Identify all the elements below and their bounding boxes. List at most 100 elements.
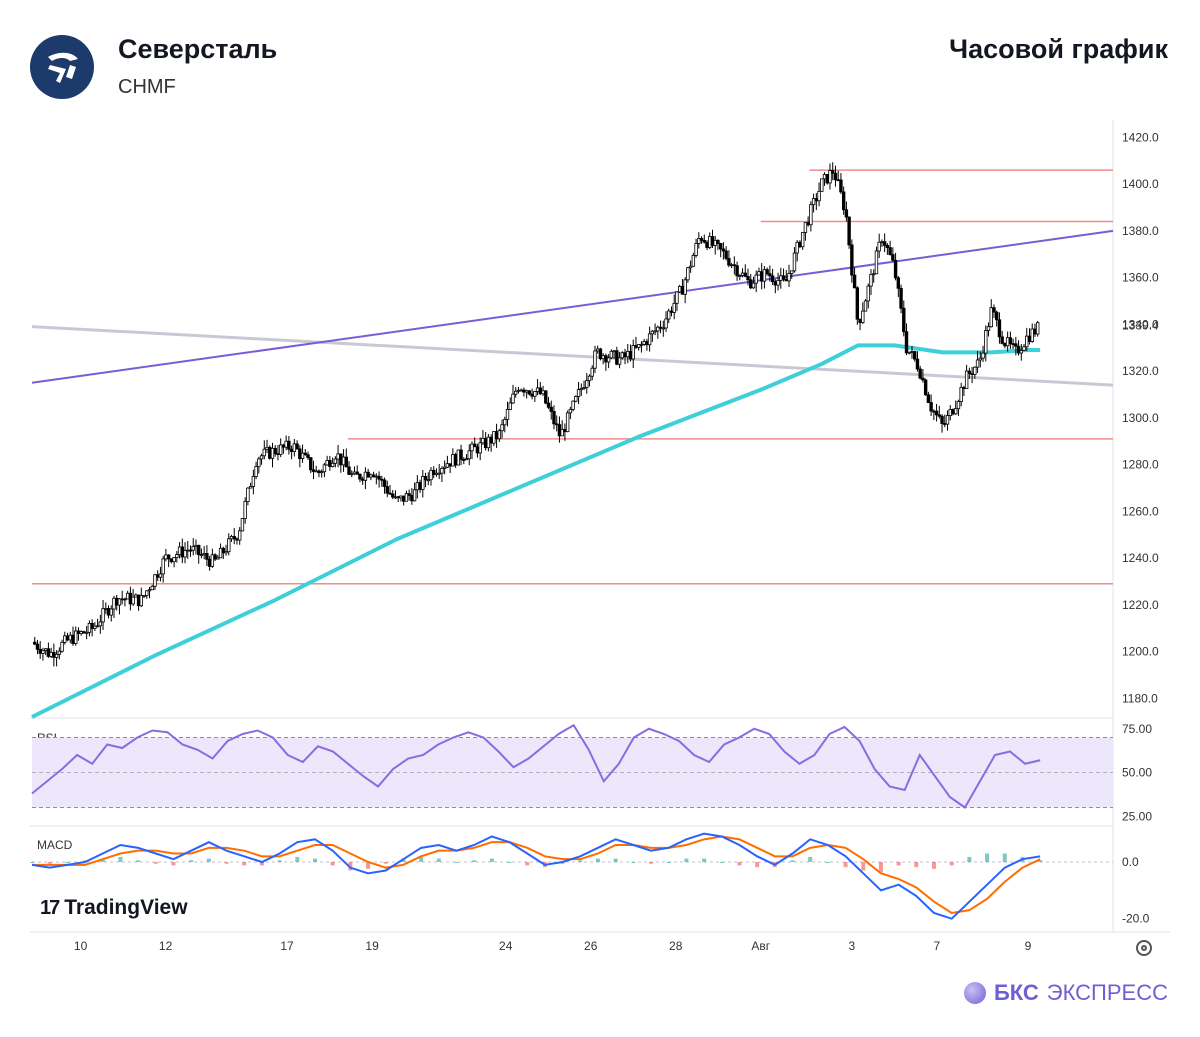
macd-histogram-bar	[348, 862, 353, 871]
candle-body	[65, 635, 70, 641]
candle-body	[202, 553, 206, 556]
candle-body	[421, 476, 425, 490]
candle-body	[511, 393, 515, 404]
macd-histogram-bar	[967, 856, 972, 862]
candle-body	[563, 429, 567, 433]
candle-body	[863, 300, 868, 312]
candle-body	[888, 247, 892, 255]
candle-body	[710, 236, 715, 246]
candle-body	[57, 650, 62, 655]
candle-body	[557, 424, 562, 437]
candle-body	[82, 631, 86, 634]
macd-histogram-bar	[896, 862, 901, 866]
candle-body	[877, 241, 881, 252]
candle-body	[768, 273, 772, 277]
candle-body	[115, 597, 119, 606]
candle-body	[79, 631, 83, 635]
candle-body	[1022, 346, 1026, 351]
chart-header: Северсталь CHMF Часовой график	[0, 0, 1200, 120]
candle-body	[363, 471, 368, 481]
candle-body	[43, 648, 48, 651]
price-tick-label: 1280.0	[1122, 458, 1159, 472]
macd-histogram-bar	[790, 860, 795, 862]
candle-body	[790, 270, 794, 274]
candle-body	[970, 373, 974, 375]
macd-histogram-bar	[808, 856, 813, 862]
candle-body	[694, 243, 698, 256]
candle-body	[645, 341, 649, 346]
candle-body	[382, 479, 387, 487]
candle-body	[926, 394, 931, 403]
last-price-label: 1339.4	[1122, 319, 1159, 333]
price-tick-label: 1180.0	[1122, 691, 1158, 705]
candle-body	[587, 375, 592, 382]
candle-body	[576, 389, 581, 397]
candle-body	[172, 557, 176, 563]
tradingview-wordmark: TradingView	[64, 896, 188, 919]
candle-body	[410, 495, 414, 502]
candle-body	[997, 319, 1002, 338]
candle-body	[691, 254, 696, 267]
candle-body	[574, 396, 578, 402]
candle-body	[669, 310, 674, 313]
time-tick-label: 28	[669, 939, 683, 953]
candle-body	[453, 454, 458, 466]
candle-body	[716, 239, 720, 244]
candle-body	[276, 453, 280, 456]
candles-group	[33, 162, 1040, 667]
candle-body	[309, 457, 313, 471]
candle-body	[423, 476, 428, 481]
candle-body	[907, 351, 911, 354]
candle-body	[1019, 350, 1023, 354]
candle-body	[210, 554, 215, 567]
candle-body	[412, 489, 417, 502]
candle-body	[620, 352, 624, 359]
moving-average-line	[31, 343, 1041, 719]
candle-body	[831, 170, 835, 174]
macd-histogram-bar	[383, 862, 388, 864]
candle-body	[49, 651, 53, 657]
candle-body	[125, 592, 130, 600]
candle-body	[497, 430, 502, 440]
candle-body	[535, 387, 540, 392]
candle-body	[590, 367, 594, 377]
candle-body	[295, 443, 299, 450]
macd-histogram-bar	[825, 862, 830, 863]
candle-body	[325, 460, 329, 466]
bks-logo-light: ЭКСПРЕСС	[1046, 980, 1168, 1005]
candle-body	[235, 538, 239, 541]
candle-body	[923, 379, 928, 396]
candle-body	[743, 272, 747, 277]
severstal-logo	[30, 35, 94, 99]
macd-histogram-bar	[525, 862, 530, 866]
candle-body	[937, 414, 942, 417]
candle-body	[847, 216, 851, 246]
candle-body	[191, 546, 195, 551]
candle-body	[787, 273, 791, 282]
candle-body	[538, 387, 543, 395]
candle-body	[913, 351, 917, 360]
macd-histogram-bar	[755, 862, 760, 868]
candle-body	[473, 443, 477, 448]
candle-body	[891, 254, 895, 261]
candle-body	[708, 236, 712, 248]
settings-gear-icon[interactable]	[1136, 940, 1152, 956]
candle-body	[866, 285, 870, 302]
candle-body	[814, 198, 819, 202]
time-tick-label: Авг	[751, 939, 770, 953]
candle-body	[770, 275, 775, 283]
candle-body	[661, 327, 665, 330]
candle-body	[186, 549, 190, 552]
candle-body	[612, 350, 616, 353]
candle-body	[46, 648, 51, 657]
candle-body	[1014, 343, 1018, 347]
bks-logo-icon	[963, 982, 986, 1004]
candle-body	[254, 466, 258, 477]
candle-body	[869, 274, 873, 287]
candle-body	[183, 550, 187, 558]
candle-body	[188, 549, 193, 552]
candle-body	[169, 558, 174, 563]
candle-body	[1003, 343, 1007, 347]
candle-body	[388, 492, 392, 495]
macd-label: MACD	[37, 838, 73, 852]
